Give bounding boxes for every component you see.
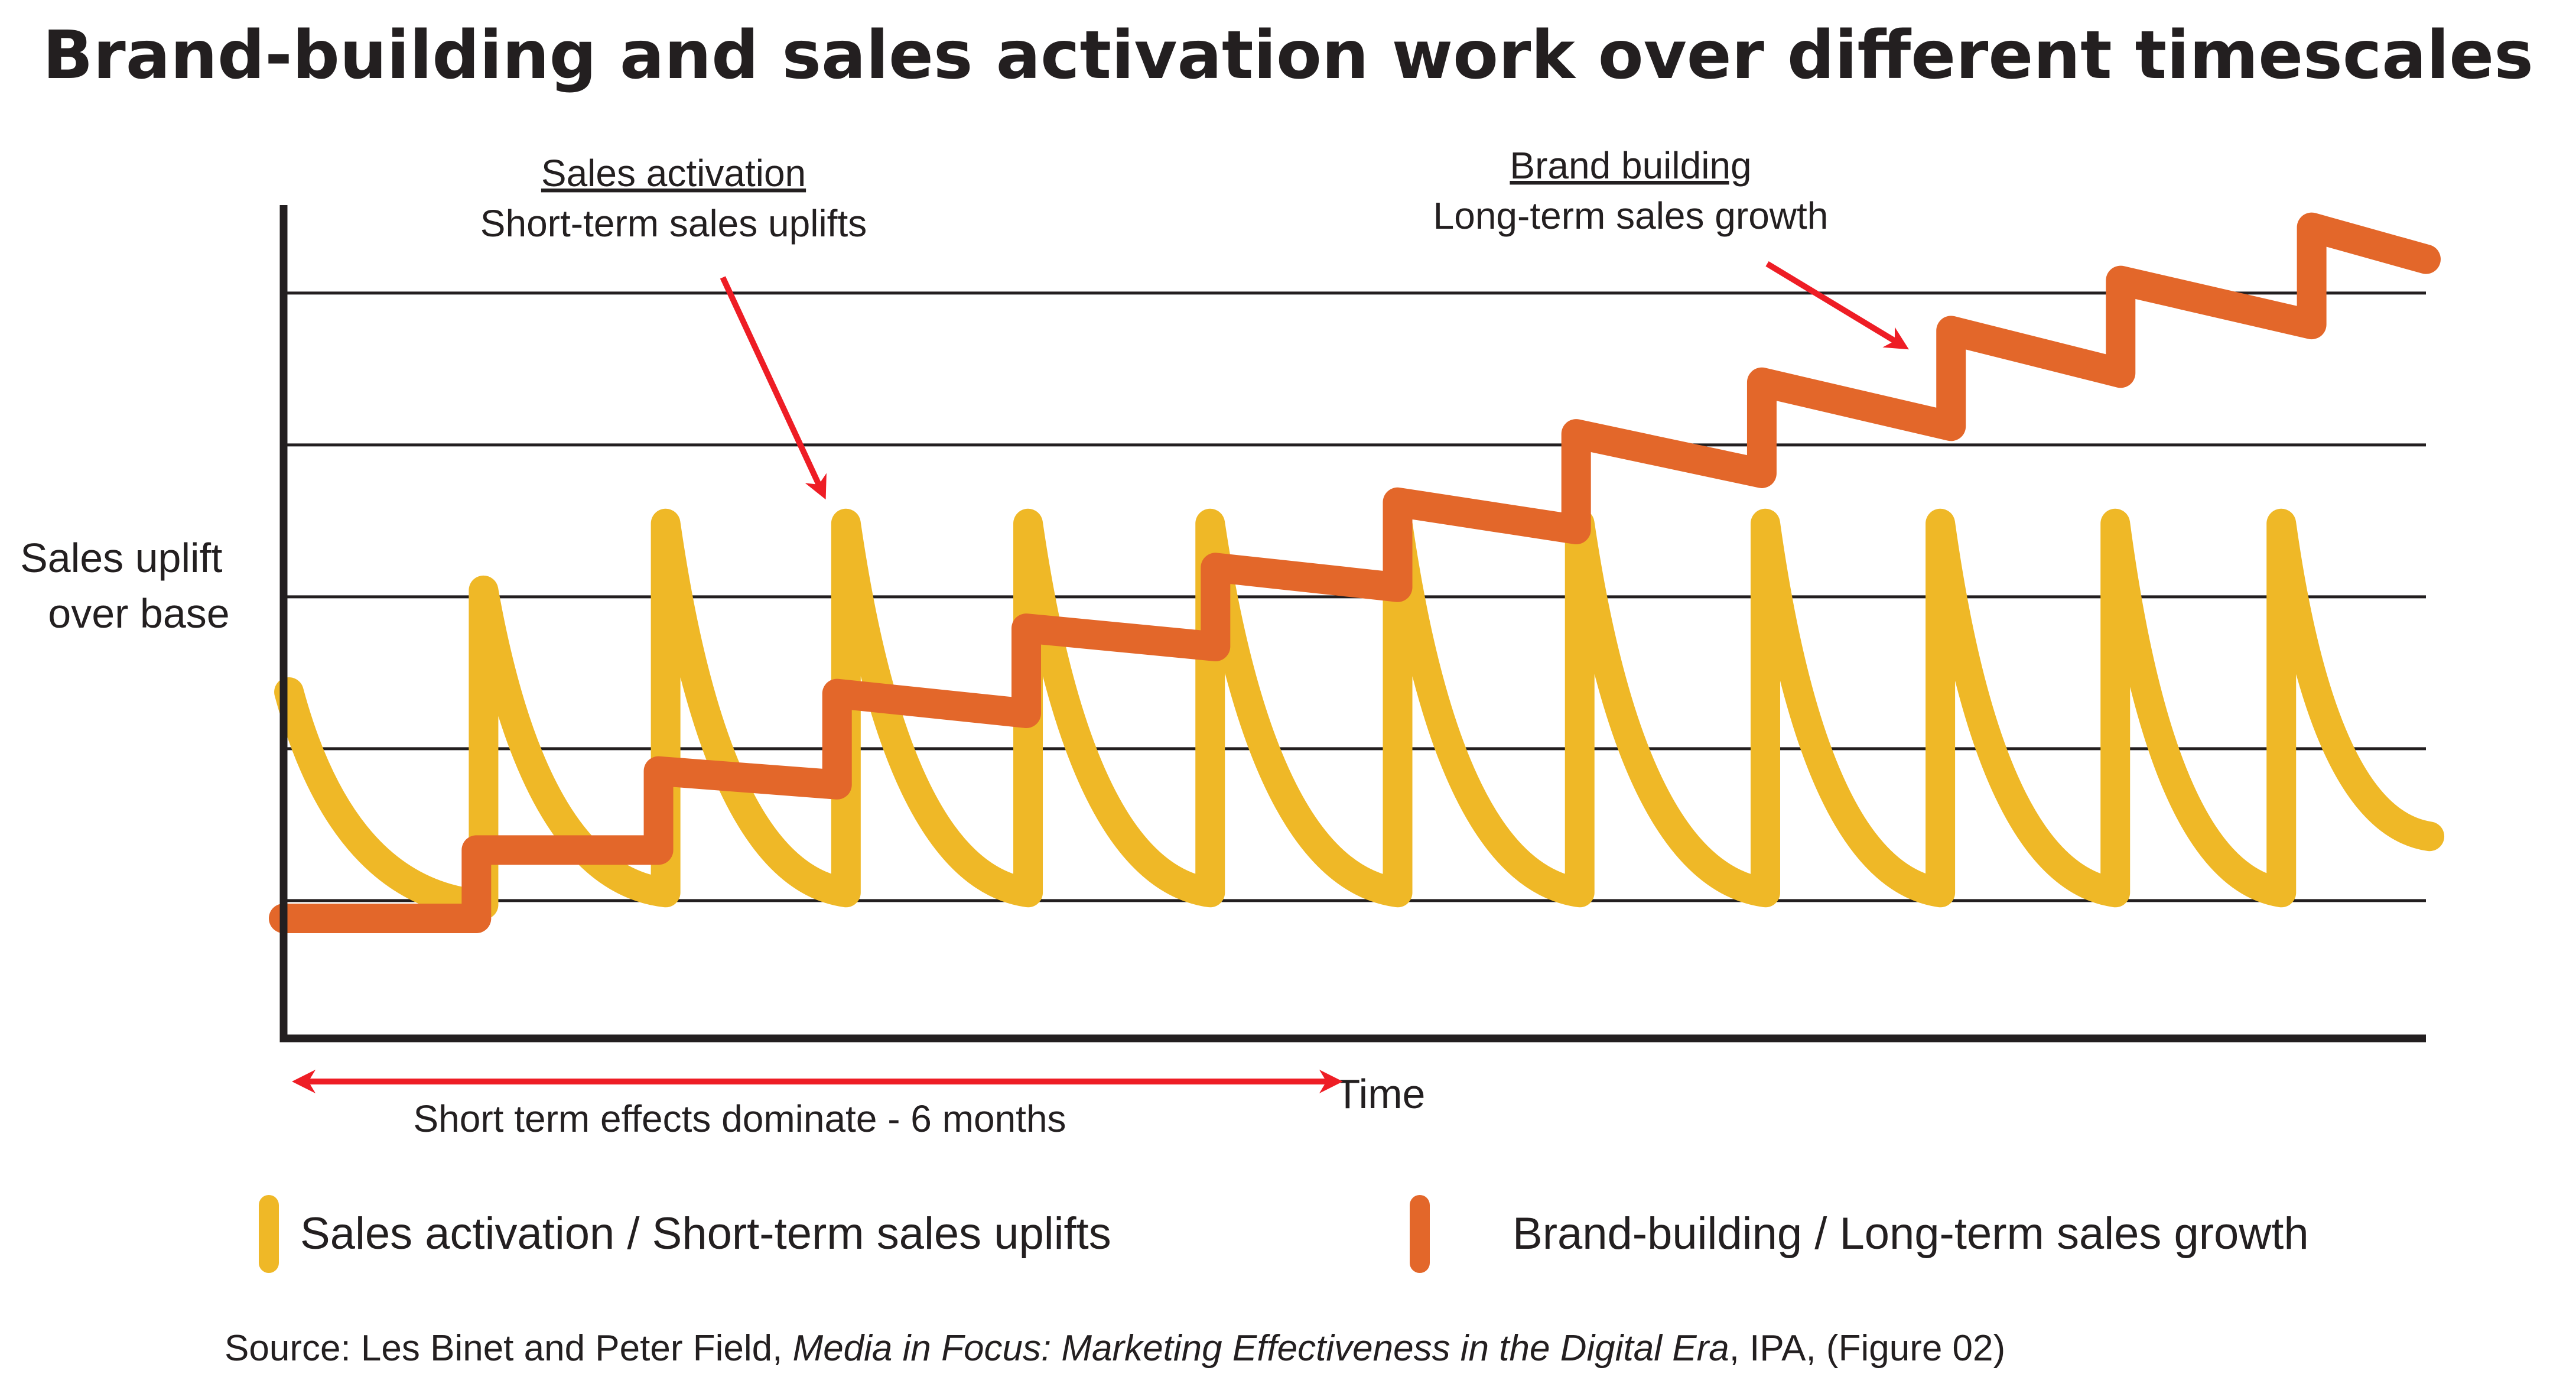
annotation-sales-activation: Sales activation Short-term sales uplift…: [480, 152, 867, 500]
series-layer: [269, 212, 2445, 933]
source-publication: Media in Focus: Marketing Effectiveness …: [793, 1328, 1729, 1369]
annotation-sales-activation-heading: Sales activation: [541, 152, 806, 194]
axis-lines: [279, 205, 2426, 1043]
legend-swatch-brand-building: [1410, 1195, 1430, 1273]
annotation-arrow-brand-building: [1765, 261, 1909, 350]
series-brand-building-line: [269, 212, 2441, 933]
legend-label-sales-activation: Sales activation / Short-term sales upli…: [300, 1209, 1111, 1259]
source-suffix: , IPA, (Figure 02): [1729, 1328, 2005, 1369]
annotation-sales-activation-subheading: Short-term sales uplifts: [480, 202, 867, 245]
legend-item-brand-building: Brand-building / Long-term sales growth: [1410, 1195, 2309, 1273]
annotation-brand-building: Brand building Long-term sales growth: [1433, 144, 1909, 350]
legend-item-sales-activation: Sales activation / Short-term sales upli…: [259, 1195, 1111, 1273]
chart-title: Brand-building and sales activation work…: [43, 17, 2533, 94]
source-prefix: Source: Les Binet and Peter Field,: [225, 1328, 793, 1369]
short-term-range-marker: Short term effects dominate - 6 months: [292, 1070, 1343, 1140]
y-axis-label-line-1: Sales uplift: [20, 535, 222, 581]
legend: Sales activation / Short-term sales upli…: [259, 1195, 2309, 1273]
legend-label-brand-building: Brand-building / Long-term sales growth: [1513, 1209, 2309, 1259]
axes: [279, 205, 2426, 1043]
annotation-arrow-sales-activation: [720, 276, 827, 500]
x-axis-label: Time: [1335, 1071, 1426, 1117]
y-axis-label: Sales uplift over base: [20, 535, 234, 636]
annotation-brand-building-subheading: Long-term sales growth: [1433, 194, 1829, 237]
range-label: Short term effects dominate - 6 months: [413, 1097, 1066, 1140]
annotation-brand-building-heading: Brand building: [1510, 144, 1751, 187]
y-axis-label-line-2: over base: [48, 590, 229, 636]
legend-swatch-sales-activation: [259, 1195, 279, 1273]
source-note: Source: Les Binet and Peter Field, Media…: [225, 1328, 2005, 1369]
